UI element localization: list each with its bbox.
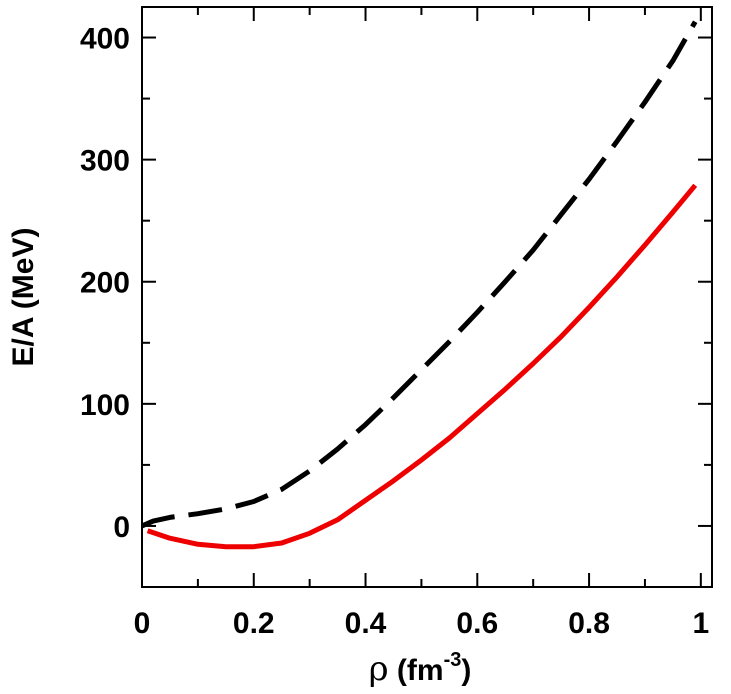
x-axis-label: ρ (fm-3) (369, 649, 472, 689)
y-tick-label: 100 (80, 389, 130, 422)
x-axis-label-exponent: -3 (444, 649, 462, 671)
series-line-solid (146, 183, 698, 550)
x-tick-label: 1 (692, 607, 709, 640)
x-tick-label: 0.8 (568, 607, 610, 640)
x-axis-label-symbol: ρ (369, 649, 389, 689)
x-tick-label: 0 (134, 607, 151, 640)
x-tick-label: 0.2 (233, 607, 275, 640)
x-axis-label-unit: (fm (389, 654, 444, 687)
y-tick-label: 200 (80, 267, 130, 300)
y-axis-label: E/A (MeV) (7, 228, 40, 367)
tick-labels: 0 0.2 0.4 0.6 0.8 1 0 100 200 300 400 (80, 23, 709, 640)
y-tick-label: 400 (80, 23, 130, 56)
x-tick-label: 0.4 (345, 607, 387, 640)
y-tick-label: 0 (113, 511, 130, 544)
x-tick-label: 0.6 (456, 607, 498, 640)
series-layer (141, 20, 698, 550)
y-tick-label: 300 (80, 145, 130, 178)
plot-frame (141, 6, 713, 588)
axis-ticks (141, 7, 712, 588)
x-axis-label-close: ) (461, 654, 471, 687)
series-line-dashed (141, 20, 698, 529)
